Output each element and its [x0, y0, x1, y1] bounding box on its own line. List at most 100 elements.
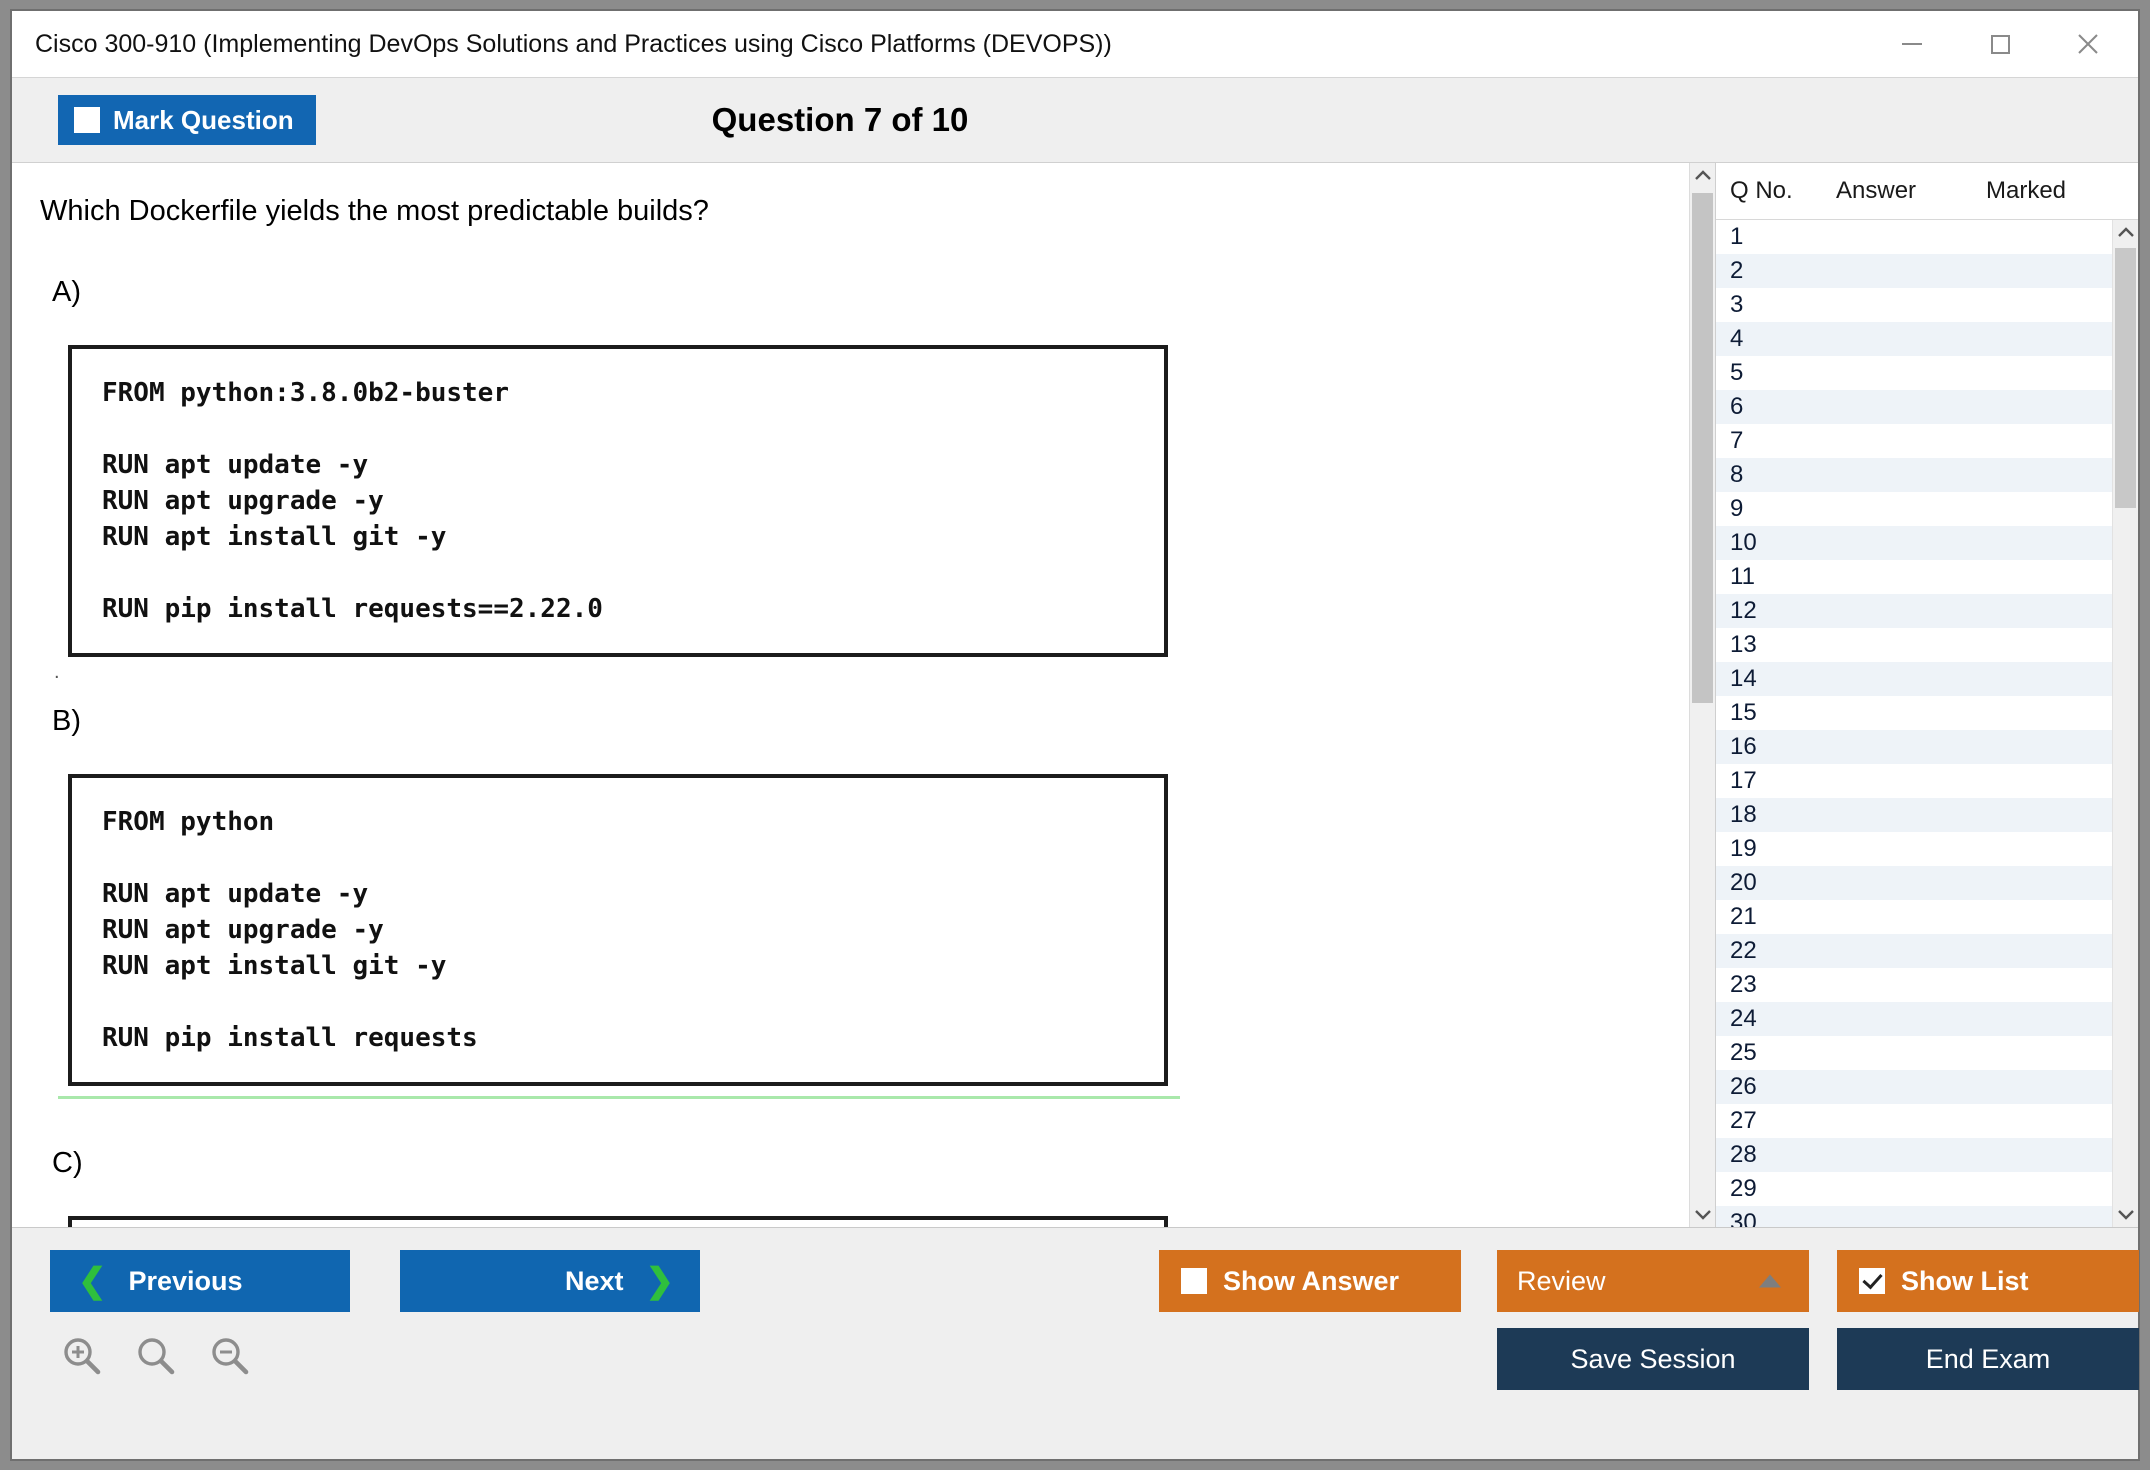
previous-button[interactable]: ❮ Previous — [50, 1250, 350, 1312]
cell-qno: 26 — [1730, 1073, 1757, 1101]
cell-qno: 3 — [1730, 291, 1744, 319]
list-scroll-down-button[interactable] — [2113, 1201, 2138, 1227]
cell-qno: 1 — [1730, 223, 1744, 251]
column-header-marked: Marked — [1986, 177, 2067, 205]
table-row[interactable]: 7 — [1716, 424, 2112, 459]
end-exam-label: End Exam — [1925, 1343, 2051, 1374]
maximize-button[interactable] — [1956, 13, 2044, 75]
table-row[interactable]: 27 — [1716, 1104, 2112, 1139]
chevron-down-icon — [1694, 1210, 1711, 1220]
list-scroll-up-button[interactable] — [2113, 220, 2138, 247]
next-button[interactable]: Next ❯ — [400, 1250, 700, 1312]
table-row[interactable]: 24 — [1716, 1002, 2112, 1037]
cell-qno: 5 — [1730, 359, 1744, 387]
close-icon — [2078, 34, 2098, 54]
save-session-button[interactable]: Save Session — [1497, 1328, 1809, 1390]
table-row[interactable]: 23 — [1716, 968, 2112, 1003]
cell-qno: 23 — [1730, 971, 1757, 999]
scroll-down-button[interactable] — [1690, 1201, 1715, 1227]
table-row[interactable]: 28 — [1716, 1138, 2112, 1173]
option-code-c[interactable]: FROM python:3.8.0b2-buster — [68, 1216, 1168, 1227]
table-row[interactable]: 16 — [1716, 730, 2112, 765]
zoom-out-icon[interactable] — [208, 1334, 252, 1383]
show-list-label: Show List — [1901, 1265, 2029, 1296]
cell-qno: 29 — [1730, 1175, 1757, 1203]
cell-qno: 25 — [1730, 1039, 1757, 1067]
bottom-toolbar: ❮ Previous Next ❯ Show Answer Review Sho… — [12, 1227, 2139, 1459]
zoom-reset-icon[interactable] — [134, 1334, 178, 1383]
show-answer-button[interactable]: Show Answer — [1159, 1250, 1461, 1312]
mark-question-button[interactable]: Mark Question — [58, 95, 316, 145]
table-row[interactable]: 3 — [1716, 288, 2112, 323]
question-header-bar: Mark Question Question 7 of 10 — [12, 77, 2138, 163]
mark-question-checkbox[interactable] — [74, 107, 100, 133]
option-code-a[interactable]: FROM python:3.8.0b2-buster RUN apt updat… — [68, 345, 1168, 657]
maximize-icon — [1991, 35, 2010, 54]
table-row[interactable]: 26 — [1716, 1070, 2112, 1105]
table-row[interactable]: 4 — [1716, 322, 2112, 357]
show-answer-checkbox[interactable] — [1181, 1268, 1207, 1294]
window-controls — [1868, 11, 2132, 77]
cell-qno: 13 — [1730, 631, 1757, 659]
column-header-qno: Q No. — [1730, 177, 1793, 205]
cell-qno: 6 — [1730, 393, 1744, 421]
stray-mark: . — [54, 661, 60, 683]
table-row[interactable]: 18 — [1716, 798, 2112, 833]
question-list-panel: Q No. Answer Marked 1 2 3 4 5 6 7 8 9 10 11 12 13 14 1… — [1715, 163, 2138, 1227]
scroll-up-button[interactable] — [1690, 163, 1715, 189]
show-answer-label: Show Answer — [1223, 1265, 1400, 1296]
question-list-scrollbar[interactable] — [2112, 220, 2138, 1227]
window-title: Cisco 300-910 (Implementing DevOps Solut… — [35, 29, 1112, 58]
table-row[interactable]: 11 — [1716, 560, 2112, 595]
close-button[interactable] — [2044, 13, 2132, 75]
chevron-up-icon — [2117, 227, 2134, 238]
minimize-button[interactable] — [1868, 13, 1956, 75]
cell-qno: 30 — [1730, 1209, 1757, 1227]
table-row[interactable]: 17 — [1716, 764, 2112, 799]
table-row[interactable]: 29 — [1716, 1172, 2112, 1207]
zoom-in-icon[interactable] — [60, 1334, 104, 1383]
table-row[interactable]: 30 — [1716, 1206, 2112, 1227]
scroll-thumb[interactable] — [1692, 193, 1713, 703]
cell-qno: 19 — [1730, 835, 1757, 863]
review-dropdown[interactable]: Review — [1497, 1250, 1809, 1312]
table-row[interactable]: 22 — [1716, 934, 2112, 969]
table-row[interactable]: 25 — [1716, 1036, 2112, 1071]
chevron-down-icon — [2117, 1210, 2134, 1220]
table-row[interactable]: 13 — [1716, 628, 2112, 663]
option-letter-c: C) — [52, 1147, 83, 1179]
table-row[interactable]: 8 — [1716, 458, 2112, 493]
table-row[interactable]: 19 — [1716, 832, 2112, 867]
end-exam-button[interactable]: End Exam — [1837, 1328, 2139, 1390]
option-code-b-text: FROM python RUN apt update -y RUN apt up… — [102, 807, 478, 1053]
chevron-up-icon — [1694, 170, 1711, 180]
mark-question-label: Mark Question — [113, 104, 294, 135]
question-pane-scrollbar[interactable] — [1689, 163, 1715, 1227]
cell-qno: 10 — [1730, 529, 1757, 557]
table-row[interactable]: 15 — [1716, 696, 2112, 731]
cell-qno: 18 — [1730, 801, 1757, 829]
table-row[interactable]: 21 — [1716, 900, 2112, 935]
table-row[interactable]: 10 — [1716, 526, 2112, 561]
cell-qno: 21 — [1730, 903, 1757, 931]
question-pane: Which Dockerfile yields the most predict… — [12, 163, 1689, 1227]
question-list-rows: 1 2 3 4 5 6 7 8 9 10 11 12 13 14 15 16 17 18 19 20 21 22 23 24 2… — [1716, 220, 2112, 1227]
option-code-b[interactable]: FROM python RUN apt update -y RUN apt up… — [68, 774, 1168, 1086]
table-row[interactable]: 5 — [1716, 356, 2112, 391]
question-list-body: 1 2 3 4 5 6 7 8 9 10 11 12 13 14 15 16 17 18 19 20 21 22 23 24 2… — [1716, 220, 2138, 1227]
table-row[interactable]: 12 — [1716, 594, 2112, 629]
option-letter-a: A) — [52, 276, 81, 308]
cell-qno: 14 — [1730, 665, 1757, 693]
table-row[interactable]: 20 — [1716, 866, 2112, 901]
show-list-button[interactable]: Show List — [1837, 1250, 2139, 1312]
table-row[interactable]: 1 — [1716, 220, 2112, 255]
show-list-checkbox[interactable] — [1859, 1268, 1885, 1294]
option-code-a-text: FROM python:3.8.0b2-buster RUN apt updat… — [102, 378, 603, 624]
list-scroll-thumb[interactable] — [2115, 248, 2136, 509]
table-row[interactable]: 6 — [1716, 390, 2112, 425]
table-row[interactable]: 2 — [1716, 254, 2112, 289]
table-row[interactable]: 9 — [1716, 492, 2112, 527]
cell-qno: 28 — [1730, 1141, 1757, 1169]
cell-qno: 24 — [1730, 1005, 1757, 1033]
table-row[interactable]: 14 — [1716, 662, 2112, 697]
